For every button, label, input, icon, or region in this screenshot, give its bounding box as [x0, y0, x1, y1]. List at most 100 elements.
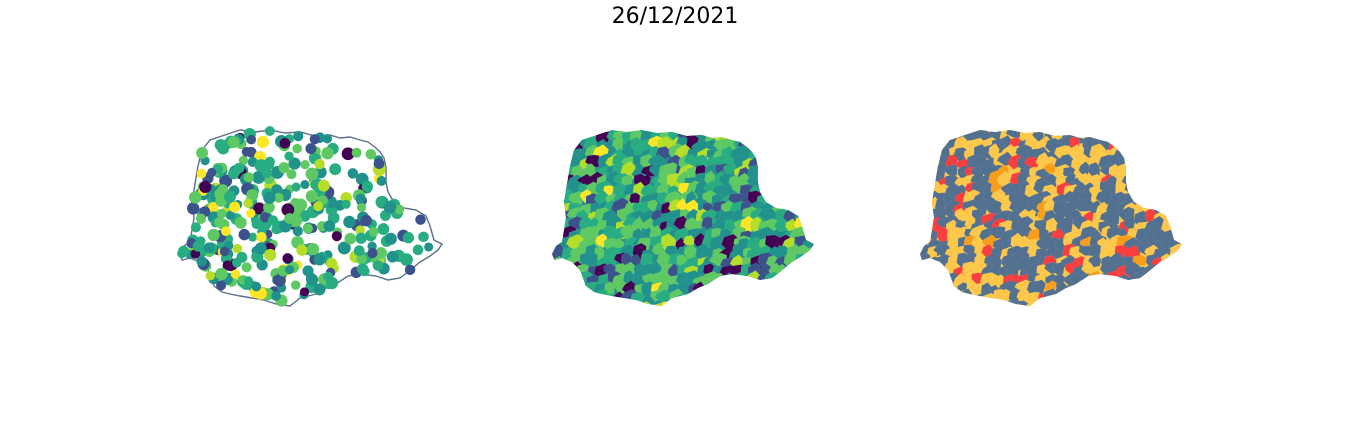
municipality-area: [1122, 130, 1139, 143]
municipality-area: [559, 298, 573, 306]
municipality-area: [745, 289, 761, 306]
municipality-area: [813, 227, 814, 246]
municipality-marker: [254, 242, 267, 255]
municipality-area: [932, 278, 946, 295]
municipality-area: [813, 211, 814, 225]
municipality-area: [1158, 199, 1171, 215]
municipality-area: [767, 166, 782, 182]
municipality-area: [803, 146, 814, 161]
municipality-marker: [215, 267, 228, 281]
municipality-area: [1142, 166, 1157, 183]
municipality-area: [1167, 181, 1182, 203]
municipality-area: [1104, 208, 1120, 226]
municipality-area: [1143, 273, 1158, 287]
municipality-area: [926, 136, 945, 150]
municipality-marker: [373, 158, 385, 169]
municipality-area: [794, 138, 807, 156]
municipality-marker: [246, 208, 256, 218]
municipality-marker: [263, 191, 276, 204]
municipality-marker: [234, 216, 247, 229]
municipality-marker: [207, 228, 220, 242]
municipality-marker: [284, 213, 295, 224]
municipality-area: [920, 190, 934, 210]
municipality-area: [559, 275, 572, 287]
municipality-area: [1178, 175, 1182, 188]
municipality-area: [801, 192, 814, 205]
municipality-area: [712, 297, 728, 306]
municipality-area: [1172, 260, 1182, 281]
municipality-area: [1180, 138, 1182, 158]
municipality-marker: [344, 232, 357, 245]
municipality-area: [571, 130, 582, 145]
municipality-area: [1106, 279, 1118, 294]
municipality-area: [663, 300, 684, 306]
municipality-area: [1172, 270, 1182, 284]
municipality-area: [1178, 218, 1182, 234]
municipality-area: [1152, 147, 1171, 164]
municipality-area: [768, 130, 783, 146]
municipality-area: [984, 300, 997, 306]
municipality-area: [773, 280, 788, 296]
municipality-area: [1145, 282, 1158, 297]
municipality-area: [1026, 300, 1043, 306]
municipality-area: [757, 130, 769, 148]
municipality-area: [944, 164, 958, 177]
municipality-area: [772, 143, 790, 164]
municipality-area: [925, 261, 938, 278]
municipality-area: [763, 291, 780, 304]
municipality-area: [1150, 135, 1168, 152]
municipality-area: [1171, 207, 1182, 223]
municipality-marker: [377, 223, 390, 235]
municipality-area: [711, 290, 728, 306]
municipality-area: [552, 262, 565, 278]
municipality-marker: [299, 287, 310, 297]
municipality-area: [1124, 149, 1142, 168]
municipality-area: [1162, 139, 1175, 152]
municipality-area: [1121, 280, 1137, 298]
municipality-area: [730, 271, 748, 290]
municipality-area: [650, 302, 669, 306]
municipality-marker: [251, 281, 262, 292]
municipality-area: [809, 174, 814, 193]
municipality-marker: [190, 222, 201, 233]
municipality-marker: [256, 231, 267, 243]
municipality-area: [799, 206, 812, 226]
municipality-area: [660, 301, 675, 306]
municipality-area: [928, 298, 942, 306]
municipality-area: [1167, 147, 1182, 164]
municipality-area: [1173, 175, 1182, 192]
municipality-area: [1131, 174, 1149, 192]
municipality-area: [775, 161, 790, 182]
municipality-area: [813, 273, 814, 289]
municipality-area: [1072, 287, 1088, 306]
municipality-area: [637, 301, 651, 306]
municipality-marker: [207, 167, 217, 178]
municipality-area: [794, 280, 812, 295]
municipality-marker: [177, 245, 190, 257]
municipality-area: [920, 280, 936, 294]
municipality-area: [552, 136, 570, 148]
municipality-marker: [293, 131, 304, 142]
municipality-area: [552, 298, 566, 306]
municipality-marker: [263, 201, 275, 214]
municipality-area: [810, 179, 814, 196]
municipality-area: [803, 273, 814, 294]
municipality-area: [766, 172, 781, 190]
municipality-marker: [351, 147, 362, 158]
municipality-marker: [286, 169, 297, 180]
municipality-area: [1152, 183, 1169, 202]
municipality-area: [1042, 299, 1060, 306]
municipality-marker: [313, 253, 326, 266]
municipality-area: [694, 297, 713, 306]
municipality-area: [1135, 130, 1149, 146]
municipality-area: [1176, 209, 1182, 224]
municipality-area: [783, 271, 801, 289]
municipality-area: [814, 290, 828, 307]
municipality-marker: [321, 147, 334, 160]
municipality-area: [1090, 281, 1108, 299]
municipality-area: [1113, 135, 1127, 149]
municipality-marker: [384, 232, 397, 245]
municipality-marker: [243, 198, 253, 208]
municipality-area: [924, 281, 939, 298]
municipality-marker: [326, 257, 338, 270]
